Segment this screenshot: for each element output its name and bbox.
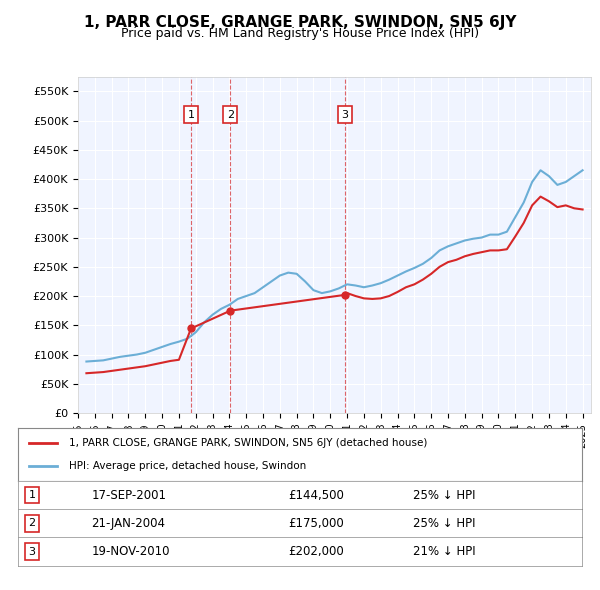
Text: 3: 3 [29, 547, 35, 556]
Text: 17-SEP-2001: 17-SEP-2001 [91, 489, 166, 502]
Text: 2: 2 [29, 519, 35, 528]
Text: 1, PARR CLOSE, GRANGE PARK, SWINDON, SN5 6JY: 1, PARR CLOSE, GRANGE PARK, SWINDON, SN5… [84, 15, 516, 30]
Text: £175,000: £175,000 [289, 517, 344, 530]
Text: Price paid vs. HM Land Registry's House Price Index (HPI): Price paid vs. HM Land Registry's House … [121, 27, 479, 40]
Text: 25% ↓ HPI: 25% ↓ HPI [413, 517, 475, 530]
Text: 3: 3 [341, 110, 349, 120]
Text: 21% ↓ HPI: 21% ↓ HPI [413, 545, 475, 558]
Text: HPI: Average price, detached house, Swindon: HPI: Average price, detached house, Swin… [69, 461, 306, 471]
Text: 1: 1 [29, 490, 35, 500]
Text: 21-JAN-2004: 21-JAN-2004 [91, 517, 166, 530]
Text: 2: 2 [227, 110, 234, 120]
Text: 25% ↓ HPI: 25% ↓ HPI [413, 489, 475, 502]
Text: 19-NOV-2010: 19-NOV-2010 [91, 545, 170, 558]
Text: 1: 1 [188, 110, 194, 120]
Text: 1, PARR CLOSE, GRANGE PARK, SWINDON, SN5 6JY (detached house): 1, PARR CLOSE, GRANGE PARK, SWINDON, SN5… [69, 438, 427, 448]
Text: £202,000: £202,000 [289, 545, 344, 558]
Text: £144,500: £144,500 [289, 489, 344, 502]
